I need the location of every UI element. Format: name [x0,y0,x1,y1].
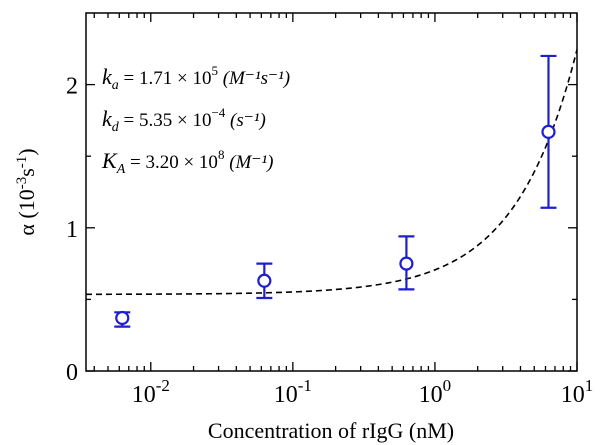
fit-parameter-line: kd = 5.35 × 10−4 (s⁻¹) [102,105,266,135]
data-point [114,310,131,328]
data-points [114,54,557,328]
fit-parameter-line: KA = 3.20 × 108 (M⁻¹) [101,147,273,177]
y-tick-label: 2 [66,74,78,100]
marker-circle [541,124,556,139]
marker-circle [257,273,272,288]
x-tick-label: 100 [419,376,452,408]
fit-parameter-line: ka = 1.71 × 105 (M⁻¹s⁻¹) [102,63,290,93]
x-tick-label: 101 [561,376,594,408]
y-tick-label: 1 [66,217,78,243]
fit-curve [86,49,578,296]
data-point [540,54,557,209]
x-tick-label: 10-2 [132,376,170,408]
plot-frame [85,12,578,372]
x-axis-title: Concentration of rIgG (nM) [208,418,454,443]
x-axis-ticks: 10-2 10-1 100 101 [93,13,594,408]
marker-circle [115,310,130,326]
data-point [256,262,273,300]
y-tick-label: 0 [66,360,78,386]
fit-parameters: ka = 1.71 × 105 (M⁻¹s⁻¹) kd = 5.35 × 10−4… [101,63,290,177]
x-tick-label: 10-1 [274,376,312,408]
y-axis-title: α (10-3s-1) [14,148,39,235]
marker-circle [399,256,414,271]
data-point [398,235,415,291]
y-axis-ticks: 0 1 2 [66,74,577,386]
